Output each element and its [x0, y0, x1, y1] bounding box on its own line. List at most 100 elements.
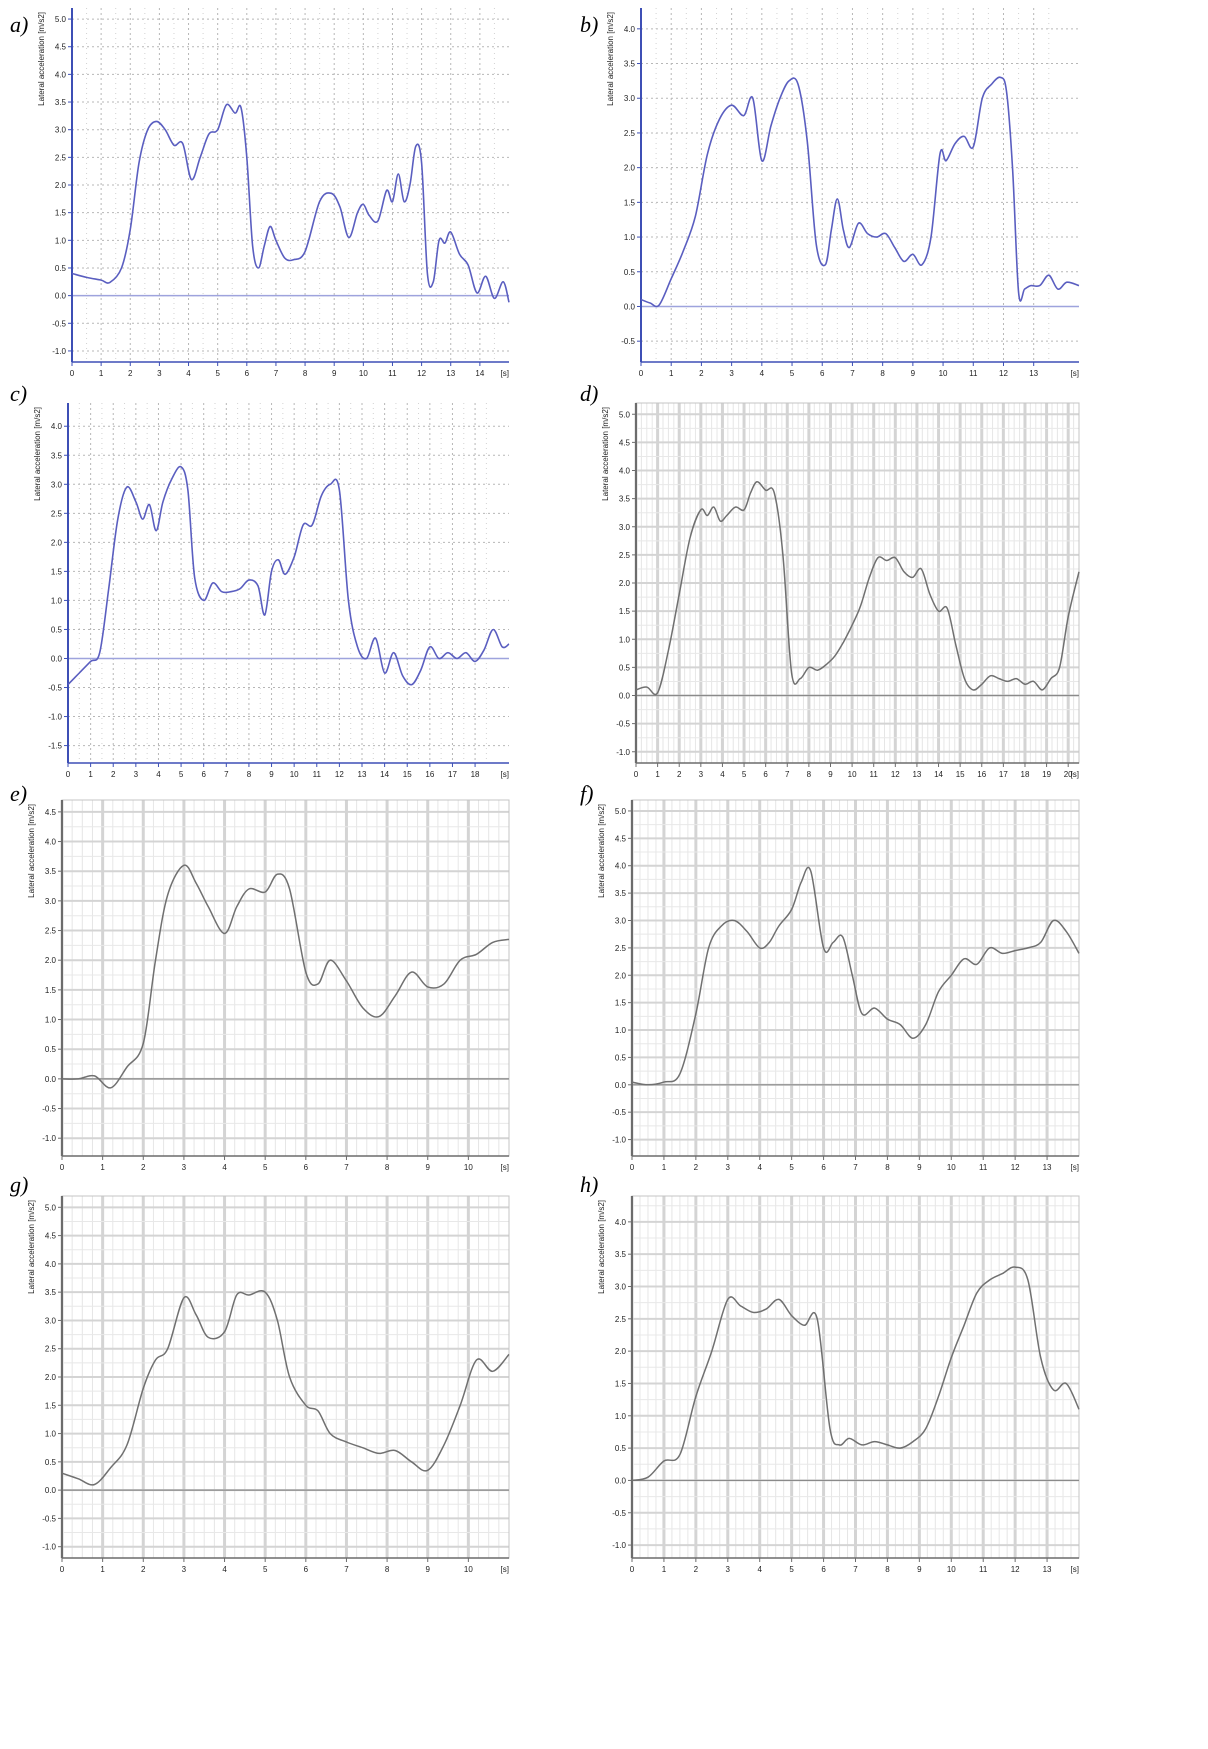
x-tick-label: 8: [807, 770, 812, 779]
series-line: [61, 864, 510, 1089]
x-tick-label: 3: [134, 770, 139, 779]
y-tick-label: 4.5: [55, 43, 67, 52]
x-tick-label: 12: [1011, 1565, 1020, 1574]
y-tick-label: 3.5: [615, 1250, 627, 1259]
x-tick-label: 15: [956, 770, 965, 779]
x-tick-label: 8: [385, 1565, 390, 1574]
x-tick-label: 9: [269, 770, 274, 779]
y-tick-label: 0.5: [615, 1053, 627, 1062]
x-tick-label: 16: [977, 770, 986, 779]
x-tick-label: 2: [141, 1163, 146, 1172]
y-tick-label: 5.0: [615, 807, 627, 816]
x-tick-label: 0: [639, 369, 644, 378]
x-tick-label: 11: [979, 1565, 988, 1574]
x-tick-label: 17: [448, 770, 457, 779]
x-tick-label: 8: [885, 1565, 890, 1574]
x-tick-label: 12: [891, 770, 900, 779]
y-tick-label: 3.5: [45, 867, 57, 876]
x-tick-label: 10: [848, 770, 857, 779]
y-tick-label: -1.0: [48, 713, 62, 722]
x-unit-label: [s]: [501, 1565, 509, 1574]
x-tick-label: 10: [939, 369, 948, 378]
y-tick-label: -1.0: [52, 347, 66, 356]
x-tick-label: 12: [1011, 1163, 1020, 1172]
panel-letter: g): [10, 1172, 29, 1197]
x-tick-label: 9: [426, 1565, 431, 1574]
x-tick-label: 9: [917, 1163, 922, 1172]
series-line: [635, 481, 1080, 696]
y-tick-label: 1.0: [45, 1016, 57, 1025]
y-tick-label: 3.0: [45, 897, 57, 906]
y-tick-label: 1.5: [615, 999, 627, 1008]
x-tick-label: 1: [88, 770, 93, 779]
x-tick-label: 13: [446, 369, 455, 378]
y-tick-label: 3.5: [624, 60, 636, 69]
x-tick-label: 6: [763, 770, 768, 779]
panel-letter: h): [580, 1172, 599, 1197]
x-tick-label: 12: [335, 770, 344, 779]
x-tick-label: 0: [634, 770, 639, 779]
x-tick-label: 1: [662, 1163, 667, 1172]
y-tick-label: 1.0: [55, 236, 67, 245]
y-tick-label: -1.0: [42, 1134, 56, 1143]
y-tick-label: 1.5: [55, 209, 67, 218]
x-tick-label: 3: [182, 1163, 187, 1172]
x-tick-label: 10: [464, 1565, 473, 1574]
x-tick-label: 1: [669, 369, 674, 378]
x-tick-label: 11: [979, 1163, 988, 1172]
x-tick-label: 11: [969, 369, 978, 378]
x-tick-label: 16: [425, 770, 434, 779]
y-axis-label: Lateral acceleration [m/s2]: [27, 804, 36, 898]
y-tick-label: -0.5: [612, 1108, 626, 1117]
y-tick-label: 3.0: [624, 94, 636, 103]
x-tick-label: 5: [789, 1565, 794, 1574]
x-tick-label: 9: [911, 369, 916, 378]
line-chart-e: -1.0 -0.5 0.0 0.5 1.0 1.5 2.0 2.5 3.0 3.5 4.0 4.5 0 1…: [27, 799, 510, 1172]
line-chart-d: -1.0 -0.5 0.0 0.5 1.0 1.5 2.0 2.5 3.0 3.5 4.0 4.5 5.…: [601, 402, 1080, 779]
x-tick-label: 4: [222, 1565, 227, 1574]
y-tick-label: -1.0: [616, 748, 630, 757]
x-tick-label: 0: [630, 1565, 635, 1574]
y-tick-label: 1.0: [615, 1412, 627, 1421]
x-tick-label: 4: [720, 770, 725, 779]
y-tick-label: 0.0: [619, 692, 631, 701]
y-tick-label: 0.0: [624, 302, 636, 311]
y-tick-label: 4.0: [45, 1260, 57, 1269]
x-unit-label: [s]: [501, 1163, 509, 1172]
x-tick-label: 10: [290, 770, 299, 779]
y-tick-label: 4.5: [615, 834, 627, 843]
x-tick-label: 5: [263, 1565, 268, 1574]
y-tick-label: 3.5: [615, 889, 627, 898]
y-tick-label: -1.0: [612, 1136, 626, 1145]
x-tick-label: 5: [215, 369, 220, 378]
y-tick-label: 2.0: [55, 181, 67, 190]
y-tick-label: -0.5: [42, 1105, 56, 1114]
x-tick-label: 13: [1043, 1163, 1052, 1172]
y-tick-label: 4.5: [45, 1232, 57, 1241]
plot-area: [641, 8, 1079, 362]
panel-letter: f): [580, 781, 594, 806]
y-tick-label: 3.5: [51, 451, 63, 460]
panel-letter: a): [10, 12, 29, 37]
x-tick-label: 5: [179, 770, 184, 779]
y-tick-label: 3.0: [45, 1316, 57, 1325]
y-tick-label: 4.0: [615, 1218, 627, 1227]
x-tick-label: 7: [274, 369, 279, 378]
x-tick-label: 9: [917, 1565, 922, 1574]
y-tick-label: 0.5: [624, 268, 636, 277]
x-tick-label: 6: [304, 1565, 309, 1574]
y-tick-label: 2.0: [619, 579, 631, 588]
y-tick-label: -1.0: [42, 1543, 56, 1552]
y-tick-label: 3.5: [55, 98, 67, 107]
y-tick-label: 0.5: [51, 625, 63, 634]
x-tick-label: 3: [726, 1565, 731, 1574]
y-tick-label: 1.0: [624, 233, 636, 242]
series-line: [640, 76, 1080, 308]
y-tick-label: 5.0: [619, 410, 631, 419]
y-axis-label: Lateral acceleration [m/s2]: [597, 1200, 606, 1294]
y-tick-label: 1.5: [45, 986, 57, 995]
x-tick-label: 17: [999, 770, 1008, 779]
x-tick-label: 5: [263, 1163, 268, 1172]
y-tick-label: 0.5: [615, 1444, 627, 1453]
y-tick-label: 0.0: [51, 654, 63, 663]
